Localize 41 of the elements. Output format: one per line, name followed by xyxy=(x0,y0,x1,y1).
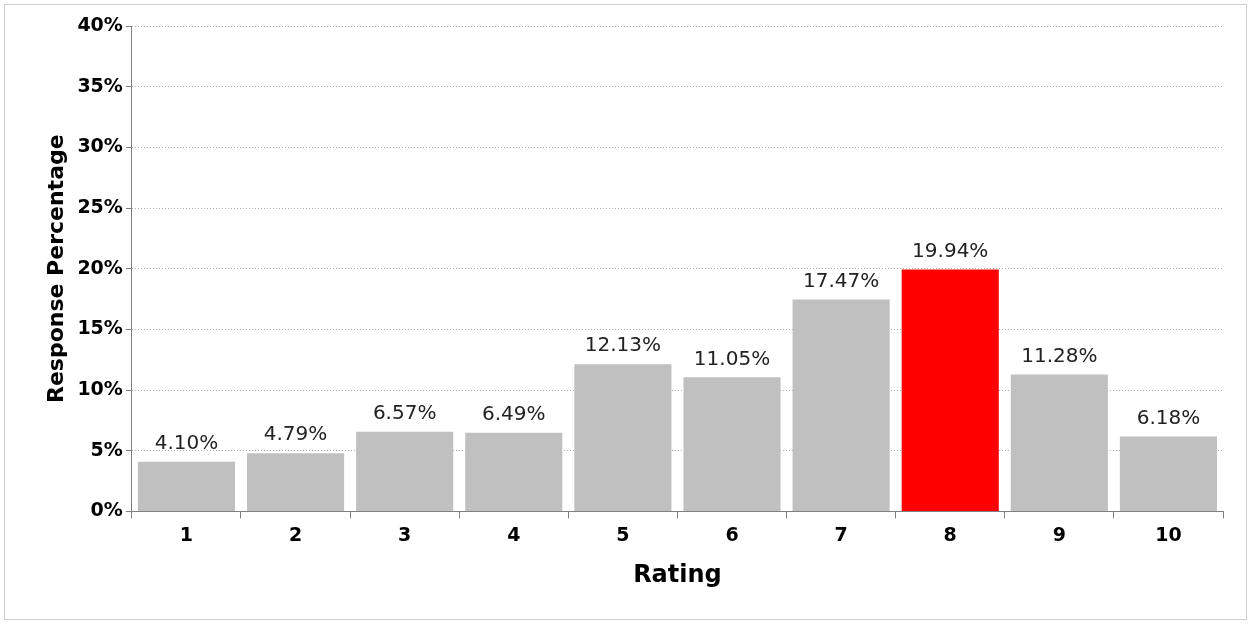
y-tick-label: 10% xyxy=(77,376,123,399)
x-tick-label: 3 xyxy=(398,522,412,545)
x-tick-label: 9 xyxy=(1052,522,1066,545)
bar xyxy=(574,364,672,511)
data-label: 6.49% xyxy=(482,400,546,425)
y-axis-title: Response Percentage xyxy=(42,134,68,404)
x-tick-label: 4 xyxy=(507,522,521,545)
x-tick-label: 1 xyxy=(179,522,194,545)
bar xyxy=(901,269,999,511)
y-tick-label: 0% xyxy=(90,498,123,521)
bar xyxy=(1119,436,1217,511)
bar xyxy=(465,432,563,511)
data-label: 11.05% xyxy=(693,345,771,370)
y-tick-label: 25% xyxy=(77,194,123,217)
data-label: 6.18% xyxy=(1136,404,1201,429)
x-axis-title: Rating xyxy=(633,559,722,588)
data-label: 19.94% xyxy=(912,237,989,262)
data-label: 12.13% xyxy=(584,332,662,357)
x-tick-label: 6 xyxy=(725,522,739,545)
bar xyxy=(792,299,890,511)
y-tick-label: 35% xyxy=(77,73,123,96)
y-tick-label: 30% xyxy=(77,134,123,157)
x-tick-label: 10 xyxy=(1155,522,1182,545)
data-label: 17.47% xyxy=(802,267,880,292)
x-tick-label: 7 xyxy=(834,522,848,545)
bar xyxy=(356,431,454,511)
data-label: 6.57% xyxy=(372,399,437,424)
x-tick-label: 2 xyxy=(288,522,303,545)
data-label: 4.79% xyxy=(263,421,328,446)
data-label: 4.10% xyxy=(154,429,219,454)
bar xyxy=(246,453,345,511)
y-tick-label: 20% xyxy=(77,255,123,278)
y-tick-label: 15% xyxy=(77,316,123,339)
bar xyxy=(683,377,781,511)
bar xyxy=(137,461,235,511)
bar xyxy=(1010,374,1108,511)
y-tick-label: 40% xyxy=(77,12,123,35)
y-tick-label: 5% xyxy=(90,437,123,460)
data-label: 11.28% xyxy=(1021,342,1098,367)
x-tick-label: 8 xyxy=(943,522,957,545)
x-tick-label: 5 xyxy=(616,522,630,545)
